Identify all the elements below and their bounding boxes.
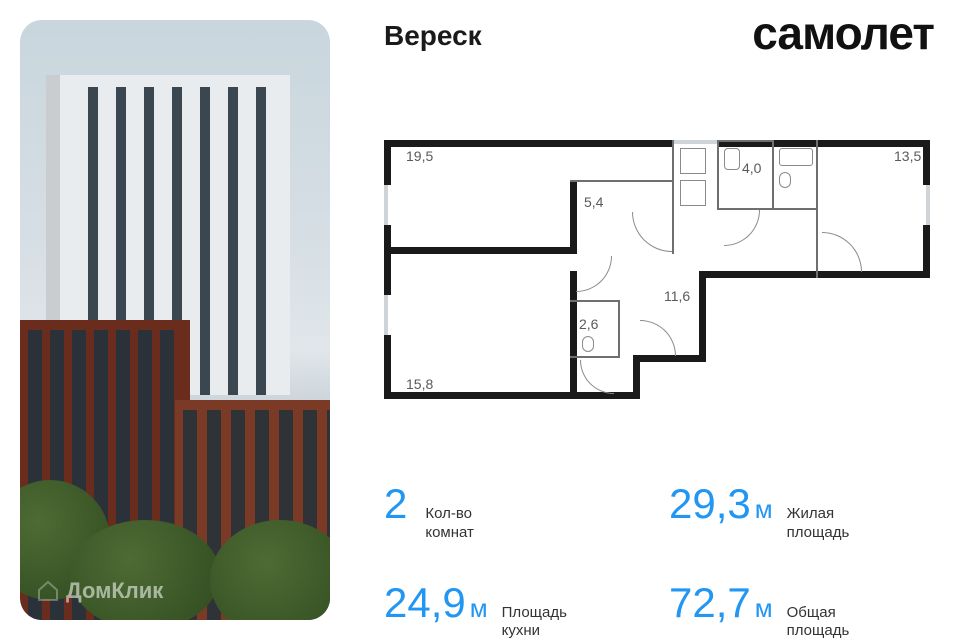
stat-label: Кол-вокомнат xyxy=(425,505,474,543)
stat-rooms: 2 Кол-вокомнат xyxy=(384,480,645,543)
room-area-label: 4,0 xyxy=(742,160,761,176)
stat-value: 29,3м xyxy=(669,480,773,528)
building-photo: ДомКлик xyxy=(20,20,330,620)
room-area-label: 15,8 xyxy=(406,376,433,392)
watermark-text: ДомКлик xyxy=(66,578,163,604)
stats-grid: 2 Кол-вокомнат 29,3м Жилаяплощадь 24,9м … xyxy=(384,480,930,641)
stat-value: 2 xyxy=(384,480,411,528)
stat-label: Площадькухни xyxy=(502,604,567,641)
photo-watermark: ДомКлик xyxy=(36,578,163,604)
stat-kitchen-area: 24,9м Площадькухни xyxy=(384,579,645,641)
stat-value: 24,9м xyxy=(384,579,488,627)
room-area-label: 11,6 xyxy=(664,288,690,304)
stat-label: Жилаяплощадь xyxy=(787,505,850,543)
stat-total-area: 72,7м Общаяплощадь xyxy=(669,579,930,641)
stat-number: 72,7 xyxy=(669,579,751,626)
stat-number: 29,3 xyxy=(669,480,751,527)
stat-unit: м xyxy=(755,494,773,524)
stat-label: Общаяплощадь xyxy=(787,604,850,641)
stat-unit: м xyxy=(470,593,488,623)
brand-logo-text: самолет xyxy=(752,6,934,60)
tree xyxy=(70,520,220,620)
stat-number: 2 xyxy=(384,480,407,527)
room-area-label: 5,4 xyxy=(584,194,603,210)
stat-value: 72,7м xyxy=(669,579,773,627)
stat-number: 24,9 xyxy=(384,579,466,626)
stat-living-area: 29,3м Жилаяплощадь xyxy=(669,480,930,543)
house-icon xyxy=(36,579,60,603)
stat-unit: м xyxy=(755,593,773,623)
floor-plan: 19,5 5,4 4,0 13,5 11,6 2,6 15,8 xyxy=(384,140,930,400)
room-area-label: 19,5 xyxy=(406,148,433,164)
room-area-label: 2,6 xyxy=(579,316,598,332)
room-area-label: 13,5 xyxy=(894,148,921,164)
project-name: Вереск xyxy=(384,20,482,52)
